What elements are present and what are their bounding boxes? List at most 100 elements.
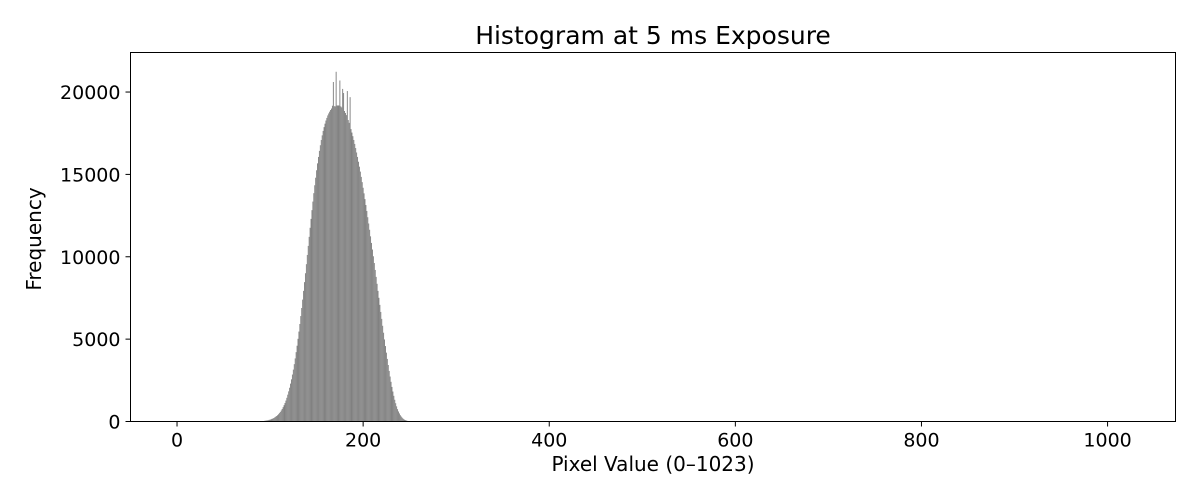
- histogram-bar: [314, 185, 316, 422]
- histogram-bar: [338, 105, 340, 422]
- y-axis-ticks: 0 5000 10000 15000 20000: [60, 82, 131, 434]
- histogram-bar: [381, 318, 383, 422]
- histogram-bar: [322, 130, 324, 422]
- histogram-bar: [405, 420, 407, 422]
- y-tick-label: 0: [108, 412, 120, 434]
- histogram-bar: [327, 115, 329, 422]
- x-tick-label: 1000: [1083, 430, 1131, 452]
- histogram-bar: [299, 323, 301, 422]
- histogram-bar: [305, 264, 307, 422]
- histogram-bar: [388, 370, 390, 422]
- histogram-bar: [279, 411, 281, 422]
- y-tick-label: 10000: [60, 247, 120, 269]
- histogram-bar: [398, 413, 400, 422]
- histogram-bar: [286, 397, 288, 422]
- histogram-bar: [319, 145, 321, 422]
- histogram-bar: [385, 352, 387, 422]
- histogram-bar: [271, 418, 273, 422]
- histogram-bar: [379, 304, 381, 422]
- histogram-bar: [282, 407, 284, 422]
- histogram-bar: [318, 150, 320, 422]
- histogram-bar: [270, 419, 272, 422]
- histogram-bar: [403, 419, 405, 422]
- histogram-bar: [364, 199, 366, 422]
- histogram-bar: [336, 105, 338, 422]
- histogram-bar: [268, 419, 270, 422]
- histogram-bar: [300, 316, 302, 422]
- histogram-bar: [361, 182, 363, 422]
- histogram-bar: [353, 139, 355, 422]
- histogram-bar: [347, 120, 349, 422]
- histogram-bar: [389, 376, 391, 422]
- histogram-bar: [387, 365, 389, 422]
- histogram-bar: [334, 106, 336, 422]
- histogram-bar: [355, 148, 357, 422]
- histogram-bar: [273, 418, 275, 422]
- histogram-bar: [287, 394, 289, 422]
- histogram-bar: [307, 245, 309, 422]
- histogram-bar: [357, 156, 359, 422]
- histogram-bar: [358, 166, 360, 422]
- histogram-bar: [308, 236, 310, 422]
- histogram-bar: [321, 135, 323, 422]
- histogram-bar: [331, 105, 333, 422]
- histogram-bar: [384, 339, 385, 422]
- histogram-bar: [295, 352, 297, 422]
- histogram-bar: [375, 276, 377, 422]
- histogram-bar: [306, 254, 308, 422]
- histogram-bar: [348, 122, 350, 422]
- histogram-bar: [274, 417, 276, 422]
- x-axis-label: Pixel Value (0–1023): [551, 452, 754, 476]
- histogram-bar: [333, 106, 335, 422]
- histogram-bar: [297, 338, 299, 422]
- histogram-bar: [378, 297, 380, 422]
- x-axis-ticks: 0 200 400 600 800 1000: [171, 421, 1132, 452]
- histogram-bar: [341, 107, 343, 422]
- histogram-bar: [372, 256, 374, 422]
- chart-title: Histogram at 5 ms Exposure: [475, 21, 831, 50]
- histogram-bar: [332, 81, 334, 422]
- histogram-bar: [376, 283, 378, 422]
- x-tick-label: 0: [171, 430, 183, 452]
- histogram-bar: [312, 201, 314, 422]
- histogram-bar: [398, 411, 399, 422]
- histogram-bar: [368, 223, 370, 422]
- histogram-bars: [258, 71, 412, 422]
- histogram-bar: [281, 408, 283, 422]
- histogram-bar: [330, 109, 332, 422]
- histogram-bar: [359, 171, 361, 422]
- histogram-bar: [382, 325, 384, 422]
- histogram-bar: [277, 415, 278, 422]
- histogram-bar: [383, 332, 385, 422]
- histogram-bar: [269, 419, 271, 422]
- histogram-bar: [369, 229, 371, 422]
- histogram-bar: [320, 139, 322, 422]
- histogram-bar: [366, 210, 368, 422]
- histogram-bar: [380, 311, 382, 422]
- x-tick-label: 800: [903, 430, 939, 452]
- histogram-bar: [275, 416, 277, 422]
- y-tick-label: 15000: [60, 164, 120, 186]
- histogram-bar: [316, 170, 318, 422]
- histogram-bar: [284, 403, 286, 422]
- histogram-bar: [277, 414, 279, 422]
- histogram-bar: [324, 123, 326, 422]
- histogram-bar: [377, 290, 379, 422]
- histogram-bar: [283, 405, 285, 422]
- histogram-bar: [400, 416, 402, 422]
- x-tick-label: 400: [531, 430, 567, 452]
- histogram-bar: [393, 395, 395, 422]
- histogram-bar: [358, 161, 359, 422]
- histogram-bar: [331, 108, 332, 422]
- histogram-bar: [328, 113, 330, 422]
- histogram-bar: [340, 106, 342, 422]
- histogram-bar: [371, 249, 373, 422]
- histogram-bar: [272, 418, 274, 422]
- histogram-bar: [329, 111, 331, 422]
- histogram-bar: [354, 143, 356, 422]
- histogram-bar: [344, 112, 346, 422]
- y-tick-label: 20000: [60, 82, 120, 104]
- histogram-bar: [280, 410, 282, 422]
